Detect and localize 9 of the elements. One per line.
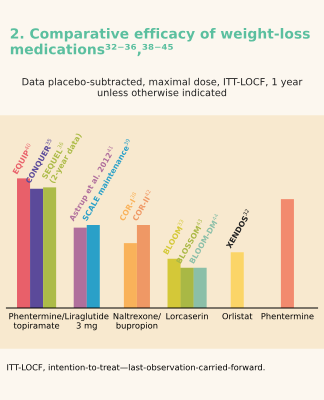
chart-title: 2. Comparative efficacy of weight-loss medications³²⁻³⁶,³⁸⁻⁴⁵ [10,28,310,56]
chart-subtitle: Data placebo-subtracted, maximal dose, ITT-LOCF, 1 year unless otherwise indicated [22,78,302,96]
x-tick-label: Liraglutide 3 mg [65,312,108,330]
x-tick-label: Phentermine [262,312,314,320]
x-tick-label: Phentermine/ topiramate [9,312,65,330]
x-tick-label: Lorcaserin [166,312,208,320]
text: ITT-LOCF, intention-to-treat—last-observation-carried-forward. [7,364,264,372]
x-tick-label: Orlistat [222,312,252,320]
x-tick-label: Naltrexone/ bupropion [114,312,161,330]
